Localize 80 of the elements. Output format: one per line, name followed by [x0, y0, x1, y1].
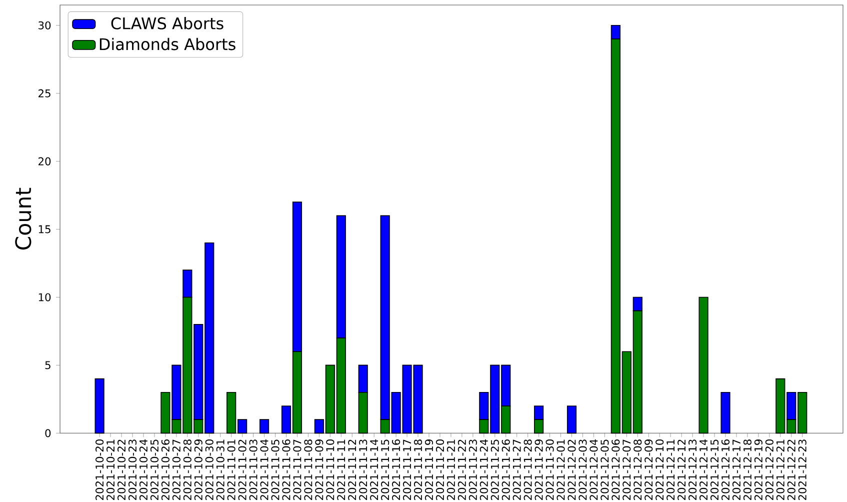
- x-tick-label: 2021-11-30: [546, 439, 554, 500]
- y-tick-label: 15: [38, 225, 50, 234]
- x-tick-label: 2021-12-14: [699, 439, 708, 500]
- bar: [566, 405, 577, 434]
- x-tick-label: 2021-10-23: [128, 440, 137, 500]
- x-tick-label: 2021-11-14: [370, 439, 378, 500]
- y-tick-label: 20: [38, 157, 51, 166]
- x-tick-label: 2021-12-06: [612, 439, 620, 500]
- x-tick-label: 2021-12-17: [732, 440, 741, 500]
- x-tick-label: 2021-12-22: [787, 440, 796, 500]
- x-tick-label: 2021-11-09: [315, 439, 324, 500]
- x-tick-label: 2021-12-18: [743, 439, 752, 500]
- y-tick-label: 0: [45, 429, 51, 438]
- x-tick-label: 2021-12-10: [656, 439, 664, 500]
- legend-label: Diamonds Aborts: [100, 38, 236, 50]
- x-tick-label: 2021-11-11: [337, 440, 346, 500]
- x-tick-label: 2021-11-01: [227, 440, 236, 500]
- x-tick-label: 2021-10-25: [150, 440, 158, 500]
- x-tick-label: 2021-10-21: [106, 440, 115, 500]
- x-tick-label: 2021-11-13: [359, 440, 368, 500]
- x-tick-label: 2021-11-20: [436, 439, 444, 500]
- x-tick-label: 2021-11-29: [534, 439, 543, 500]
- x-tick-label: 2021-12-01: [556, 440, 565, 500]
- y-axis-title: Count: [15, 188, 32, 250]
- x-tick-label: 2021-11-19: [424, 439, 434, 500]
- x-tick-label: 2021-10-26: [161, 439, 170, 500]
- x-tick-label: 2021-11-07: [293, 440, 302, 500]
- y-tick-label: 25: [38, 89, 50, 98]
- x-tick-label: 2021-11-15: [381, 440, 390, 500]
- y-tick-label: 5: [45, 361, 50, 370]
- x-tick-label: 2021-12-02: [568, 440, 576, 500]
- x-tick-label: 2021-12-08: [634, 439, 642, 500]
- x-tick-label: 2021-11-02: [238, 440, 246, 500]
- y-tick-label: 10: [38, 293, 51, 302]
- x-tick-label: 2021-11-24: [480, 439, 488, 500]
- x-tick-label: 2021-10-28: [183, 439, 192, 500]
- x-tick-label: 2021-11-05: [271, 440, 280, 500]
- x-tick-label: 2021-11-27: [512, 440, 521, 500]
- x-tick-label: 2021-10-27: [172, 440, 180, 500]
- x-tick-label: 2021-10-24: [139, 439, 148, 500]
- x-tick-label: 2021-11-03: [249, 440, 258, 500]
- y-tick-label: 30: [38, 21, 51, 30]
- x-tick-label: 2021-12-16: [721, 439, 730, 500]
- bar: [259, 419, 270, 434]
- x-tick-label: 2021-11-04: [260, 439, 268, 500]
- bar: [698, 296, 708, 434]
- x-tick-label: 2021-11-28: [524, 439, 532, 500]
- x-tick-label: 2021-12-04: [590, 439, 598, 500]
- x-tick-label: 2021-12-11: [666, 440, 675, 500]
- x-tick-label: 2021-11-22: [458, 440, 466, 500]
- x-tick-label: 2021-11-17: [402, 440, 412, 500]
- x-tick-label: 2021-10-29: [194, 439, 202, 500]
- x-tick-label: 2021-10-22: [117, 440, 126, 500]
- legend-label: CLAWS Aborts: [111, 16, 224, 30]
- bar: [720, 392, 730, 434]
- x-tick-label: 2021-11-16: [392, 439, 400, 500]
- x-tick-label: 2021-12-12: [678, 440, 686, 500]
- bar: [94, 378, 104, 434]
- x-tick-label: 2021-11-26: [502, 439, 510, 500]
- x-tick-label: 2021-10-30: [205, 439, 214, 500]
- x-tick-label: 2021-12-15: [710, 440, 719, 500]
- x-tick-label: 2021-11-12: [348, 440, 356, 500]
- x-tick-label: 2021-10-20: [96, 439, 104, 500]
- x-tick-label: 2021-12-03: [578, 440, 587, 500]
- x-tick-label: 2021-11-21: [446, 440, 455, 500]
- x-tick-label: 2021-12-21: [776, 440, 784, 500]
- x-tick-label: 2021-12-13: [688, 440, 697, 500]
- x-tick-label: 2021-11-08: [304, 439, 312, 500]
- x-tick-label: 2021-12-19: [754, 439, 762, 500]
- x-tick-label: 2021-12-05: [600, 440, 609, 500]
- x-tick-label: 2021-12-09: [644, 439, 653, 500]
- x-tick-label: 2021-11-18: [414, 439, 422, 500]
- x-tick-label: 2021-11-10: [326, 439, 334, 500]
- x-tick-label: 2021-10-31: [216, 440, 224, 500]
- x-tick-label: 2021-11-23: [468, 440, 477, 500]
- x-tick-label: 2021-12-07: [622, 440, 631, 500]
- x-tick-label: 2021-11-06: [282, 439, 290, 500]
- x-tick-label: 2021-12-23: [798, 440, 806, 500]
- x-tick-label: 2021-12-20: [765, 439, 774, 500]
- x-tick-label: 2021-11-25: [490, 440, 499, 500]
